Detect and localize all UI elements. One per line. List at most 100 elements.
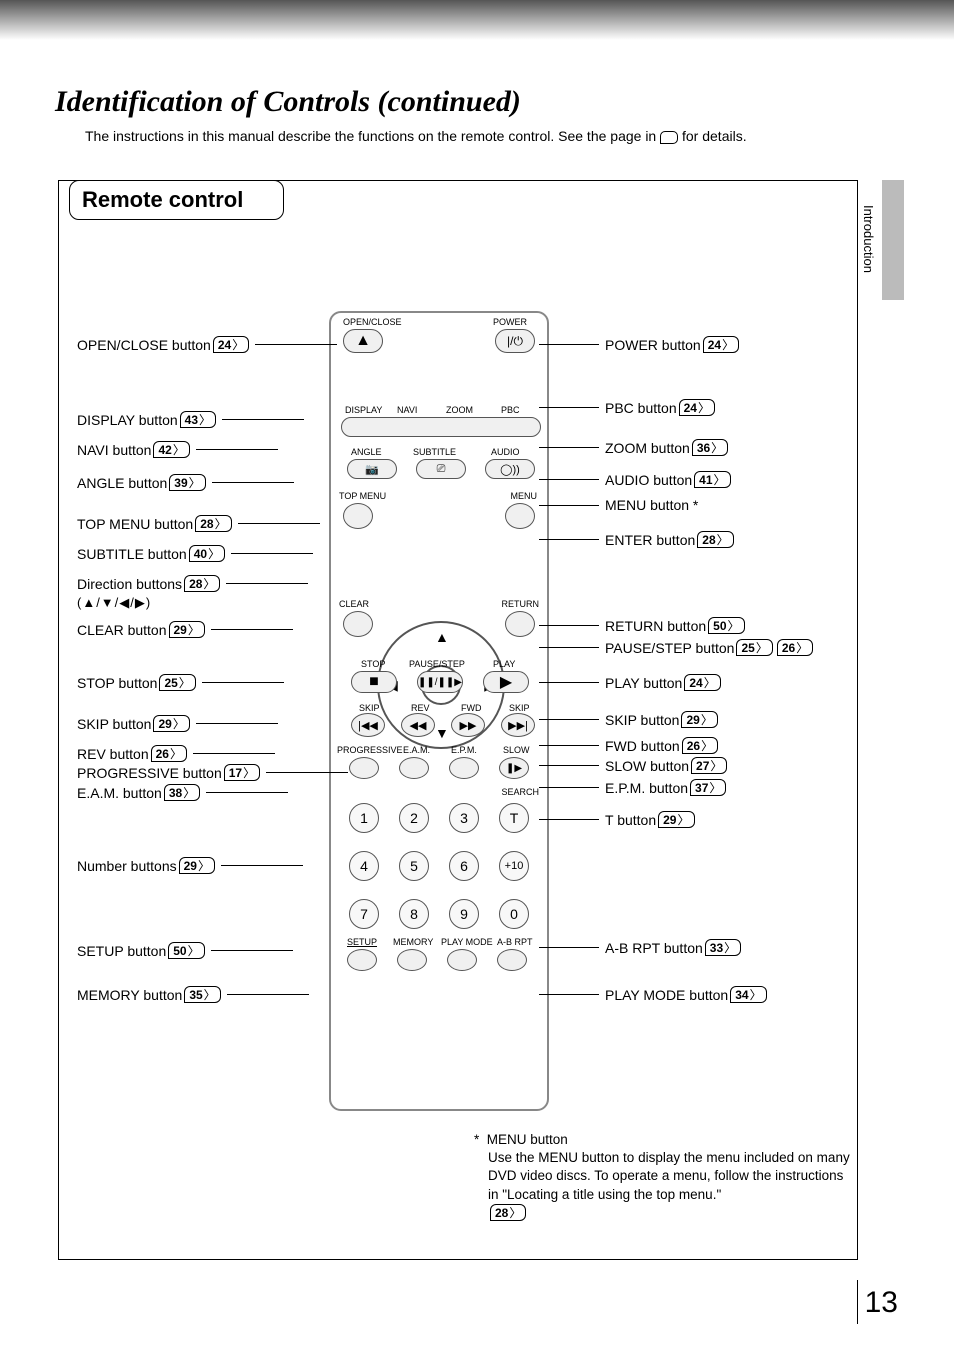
leader-line — [227, 994, 309, 995]
callout-pageref: 24 — [703, 336, 739, 353]
callout-pageref: 40 — [189, 545, 225, 562]
leader-line — [539, 819, 599, 820]
btn-open-close[interactable]: ▲ — [343, 329, 383, 353]
leader-line — [539, 479, 599, 480]
btn-row2[interactable] — [341, 417, 541, 437]
callout-pageref: 17 — [224, 764, 260, 781]
leader-line — [539, 947, 599, 948]
callout-label: STOP button — [77, 675, 157, 691]
callout-right-13: T button 29 — [539, 811, 697, 828]
callout-right-8: PLAY button 24 — [539, 674, 723, 691]
lbl-abrpt: A-B RPT — [497, 937, 533, 947]
numbtn-7[interactable]: 7 — [349, 899, 379, 929]
btn-stop[interactable]: ■ — [351, 671, 397, 693]
callout-pageref: 29 — [681, 711, 717, 728]
lbl-epm: E.P.M. — [451, 745, 477, 755]
btn-audio[interactable]: ◯)) — [485, 459, 535, 479]
numbtn-4[interactable]: 4 — [349, 851, 379, 881]
numbtn-8[interactable]: 8 — [399, 899, 429, 929]
callout-label: PLAY button — [605, 675, 682, 691]
numbtn-1[interactable]: 1 — [349, 803, 379, 833]
callout-label: RETURN button — [605, 618, 706, 634]
callout-label: FWD button — [605, 738, 680, 754]
lbl-zoom: ZOOM — [446, 405, 473, 415]
callout-pageref: 35 — [184, 986, 220, 1003]
btn-play[interactable]: ▶ — [483, 671, 529, 693]
btn-plus10[interactable]: +10 — [499, 851, 529, 881]
dpad-down-icon: ▼ — [435, 725, 449, 741]
callout-label: SLOW button — [605, 758, 689, 774]
btn-skip-prev[interactable]: |◀◀ — [351, 713, 385, 737]
callout-left-0: OPEN/CLOSE button 24 — [77, 336, 337, 353]
callout-pageref: 26 — [682, 737, 718, 754]
leader-line — [226, 583, 308, 584]
btn-angle[interactable]: 📷 — [347, 459, 397, 479]
leader-line — [539, 647, 599, 648]
leader-line — [539, 625, 599, 626]
btn-setup[interactable] — [347, 949, 377, 971]
callout-label: PAUSE/STEP button — [605, 640, 734, 656]
callout-label: POWER button — [605, 337, 701, 353]
leader-line — [266, 772, 348, 773]
callout-pageref: 28 — [697, 531, 733, 548]
btn-abrpt[interactable] — [497, 949, 527, 971]
btn-rev[interactable]: ◀◀ — [401, 713, 435, 737]
callout-right-7: PAUSE/STEP button 25 26 — [539, 639, 815, 656]
lbl-play: PLAY — [493, 659, 515, 669]
callout-left-13: Number buttons 29 — [77, 857, 303, 874]
subtitle-before: The instructions in this manual describe… — [85, 128, 660, 144]
callout-left-6: Direction buttons 28 — [77, 575, 308, 592]
callout-left-15: MEMORY button 35 — [77, 986, 309, 1003]
page-subtitle: The instructions in this manual describe… — [85, 128, 747, 144]
btn-slow[interactable]: ❚▶ — [499, 757, 529, 779]
btn-top-menu[interactable] — [343, 503, 373, 529]
page-number: 13 — [865, 1286, 898, 1320]
btn-playmode[interactable] — [447, 949, 477, 971]
callout-pageref: 28 — [195, 515, 231, 532]
leader-line — [539, 505, 599, 506]
btn-power[interactable]: |/⏻ — [495, 329, 535, 353]
leader-line — [539, 682, 599, 683]
callout-right-9: SKIP button 29 — [539, 711, 720, 728]
lbl-clear: CLEAR — [339, 599, 369, 609]
btn-pause-step[interactable]: ❚❚/❚❚▶ — [417, 671, 463, 693]
main-frame: Remote control OPEN/CLOSE ▲ POWER |/⏻ DI… — [58, 180, 858, 1260]
btn-memory[interactable] — [397, 949, 427, 971]
btn-fwd[interactable]: ▶▶ — [451, 713, 485, 737]
callout-pageref: 36 — [692, 439, 728, 456]
lbl-display: DISPLAY — [345, 405, 382, 415]
top-gradient — [0, 0, 954, 40]
numbtn-0[interactable]: 0 — [499, 899, 529, 929]
callout-label: Number buttons — [77, 858, 177, 874]
numbtn-3[interactable]: 3 — [449, 803, 479, 833]
dpad-up-icon: ▲ — [435, 629, 449, 645]
btn-skip-next[interactable]: ▶▶| — [501, 713, 535, 737]
numbtn-9[interactable]: 9 — [449, 899, 479, 929]
btn-t[interactable]: T — [499, 803, 529, 833]
btn-subtitle[interactable]: ⎚ — [416, 459, 466, 479]
lbl-top-menu: TOP MENU — [339, 491, 386, 501]
callout-pageref: 24 — [684, 674, 720, 691]
callout-right-11: SLOW button 27 — [539, 757, 729, 774]
callout-label: A-B RPT button — [605, 940, 703, 956]
callout-left-9: SKIP button 29 — [77, 715, 278, 732]
btn-return[interactable] — [505, 611, 535, 637]
leader-line — [539, 407, 599, 408]
callout-pageref2: 26 — [777, 639, 813, 656]
btn-epm[interactable] — [449, 757, 479, 779]
numbtn-6[interactable]: 6 — [449, 851, 479, 881]
callout-right-12: E.P.M. button 37 — [539, 779, 728, 796]
callout-pageref: 29 — [153, 715, 189, 732]
numbtn-5[interactable]: 5 — [399, 851, 429, 881]
callout-label: T button — [605, 812, 656, 828]
btn-clear[interactable] — [343, 611, 373, 637]
callout-pageref: 25 — [159, 674, 195, 691]
btn-menu[interactable] — [505, 503, 535, 529]
callout-label: PLAY MODE button — [605, 987, 728, 1003]
lbl-memory: MEMORY — [393, 937, 433, 947]
btn-progressive[interactable] — [349, 757, 379, 779]
numbtn-2[interactable]: 2 — [399, 803, 429, 833]
leader-line — [539, 745, 599, 746]
lbl-fwd: FWD — [461, 703, 482, 713]
btn-eam[interactable] — [399, 757, 429, 779]
